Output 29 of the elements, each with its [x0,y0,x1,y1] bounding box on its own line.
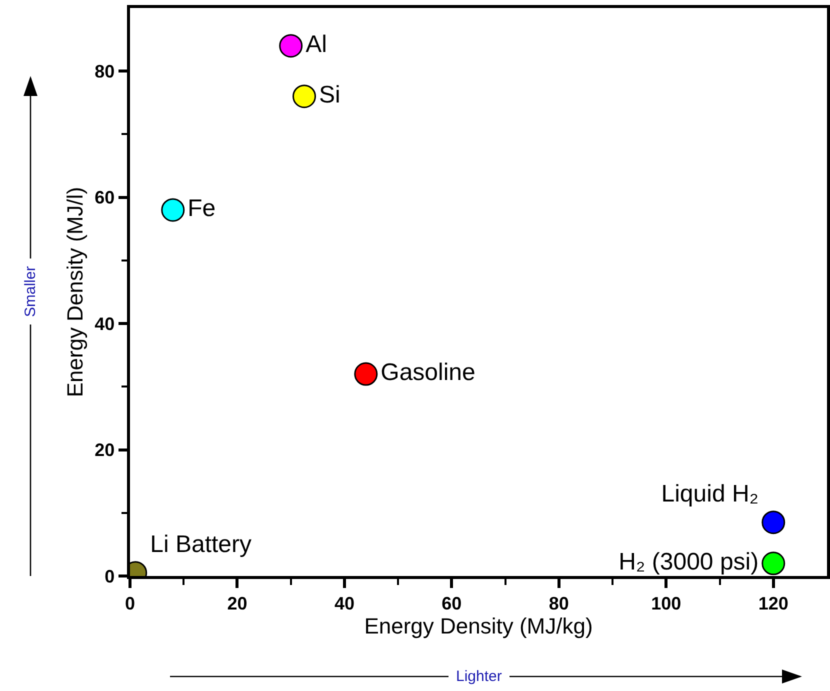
x-tick-label: 80 [548,593,569,614]
x-axis-title: Energy Density (MJ/kg) [364,613,593,638]
x-tick-label: 0 [124,593,136,614]
x-tick-label: 120 [758,593,788,614]
point [762,510,786,534]
series-label: Liquid H₂ [661,480,759,508]
y-tick-label: 80 [94,61,115,82]
point [762,552,786,576]
series-label: H₂ (3000 psi) [618,548,759,576]
series-label: Gasoline [380,359,476,386]
x-tick-label: 100 [651,593,682,614]
series-label: Al [306,30,327,58]
x-tick-label: 60 [442,593,462,614]
series-label: Fe [188,194,216,222]
y-tick-label: 0 [104,566,115,586]
x-tick-label: 40 [334,593,354,614]
text: Lighter [456,668,502,685]
y-axis-title: Energy Density (MJ/l) [62,186,88,398]
y-tick-label: 20 [94,440,115,460]
point [292,84,316,108]
text: Smaller [22,266,39,317]
point [161,198,185,222]
series-label: Li Battery [150,531,252,558]
point [279,34,303,58]
point [354,362,378,386]
series-label: Si [319,81,340,108]
x-tick-label: 20 [227,593,248,614]
y-tick-label: 40 [94,314,115,334]
y-tick-label: 60 [94,188,115,208]
